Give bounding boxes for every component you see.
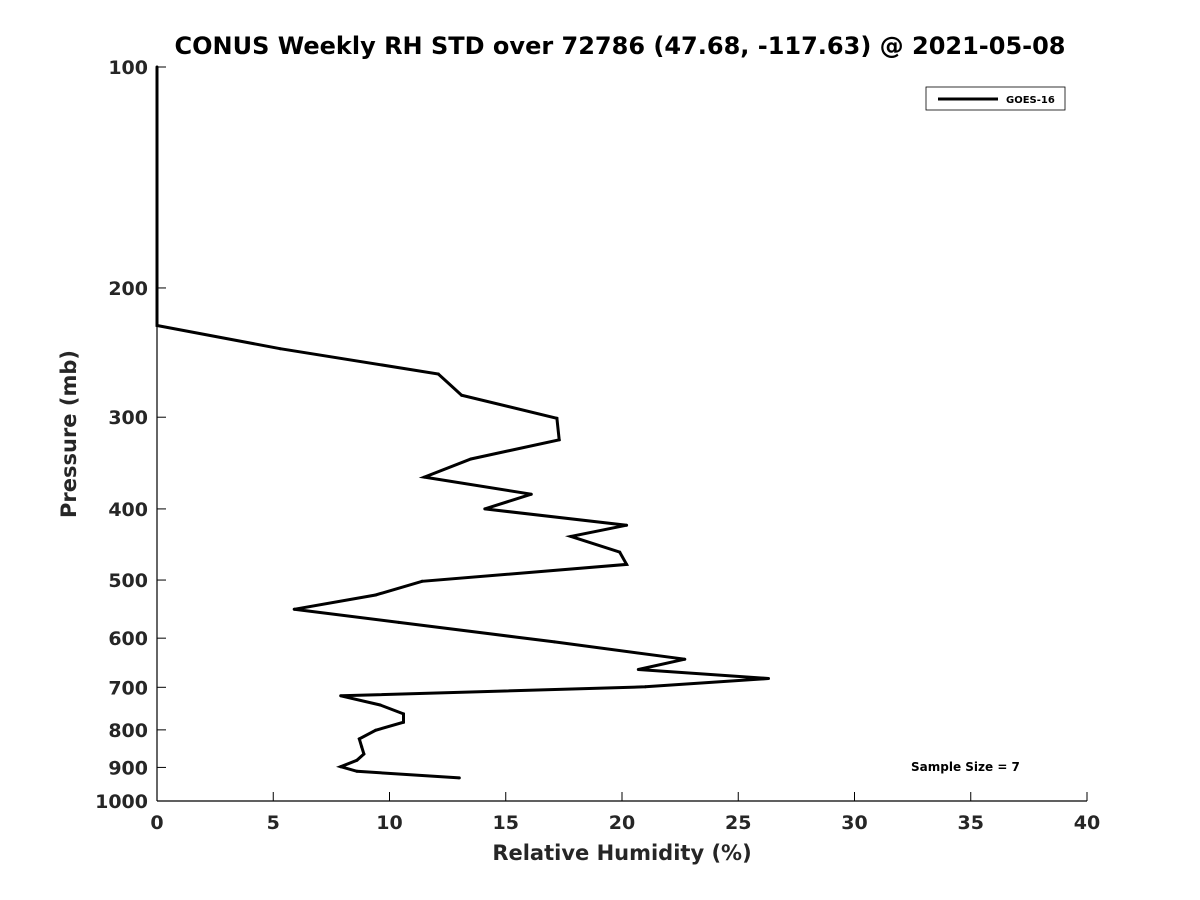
y-tick-label: 800 [108,720,148,742]
data-point [155,324,159,327]
data-point [360,745,364,749]
data-point [374,593,378,597]
data-point [357,737,361,741]
data-point [339,694,343,698]
data-point [457,776,461,780]
data-point [555,416,559,420]
data-point [643,685,647,689]
data-point [155,65,159,69]
plot-area [156,67,1087,802]
y-axis-label: Pressure (mb) [57,350,81,518]
data-point [529,492,533,496]
data-point [397,620,401,624]
data-point [683,657,687,661]
y-tick-label: 400 [108,499,148,521]
data-point [355,758,359,762]
y-tick-label: 500 [108,570,148,592]
data-point [460,393,464,397]
x-axis-ticks: 0 5 10 15 20 25 30 35 40 [150,792,1100,834]
data-point [636,668,640,671]
data-point [362,752,366,756]
data-point [422,475,426,479]
x-tick-label: 10 [376,812,402,834]
y-tick-label: 200 [108,278,148,300]
data-point [155,286,159,290]
chart-title: CONUS Weekly RH STD over 72786 (47.68, -… [174,32,1065,60]
x-tick-label: 25 [725,812,751,834]
x-axis-label: Relative Humidity (%) [492,841,751,865]
data-point [374,728,378,732]
data-point [355,769,359,773]
data-point [402,720,405,724]
sample-size-annotation: Sample Size = 7 [911,760,1020,774]
x-tick-label: 20 [609,812,635,834]
legend: GOES-16 [925,86,1066,111]
data-point [436,372,440,376]
x-tick-label: 30 [841,812,867,834]
data-point [618,550,622,554]
data-point [625,523,629,527]
data-point [625,562,629,566]
data-point [378,703,382,707]
x-tick-label: 40 [1074,812,1100,834]
y-tick-label: 600 [108,628,148,650]
x-tick-label: 15 [493,812,519,834]
data-point [469,457,473,461]
data-point [483,507,487,511]
y-tick-label: 300 [108,407,148,429]
y-tick-label: 900 [108,757,148,779]
data-point [553,640,557,644]
y-axis-ticks: 100 200 300 400 500 600 700 800 900 1000 [95,57,166,813]
y-tick-label: 1000 [95,791,148,813]
y-tick-label: 100 [108,57,148,79]
x-tick-label: 0 [150,812,163,834]
data-point [767,677,770,680]
data-point [292,607,296,611]
x-tick-label: 35 [958,812,984,834]
data-point [420,579,424,583]
y-tick-label: 700 [108,677,148,699]
data-point [339,765,343,769]
legend-label: GOES-16 [1006,95,1055,106]
series-layer [155,65,770,780]
data-point [402,712,405,716]
data-point [557,438,561,442]
series-line-goes-16 [155,67,769,780]
data-point [278,347,282,351]
data-point [569,534,573,538]
x-tick-label: 5 [267,812,280,834]
